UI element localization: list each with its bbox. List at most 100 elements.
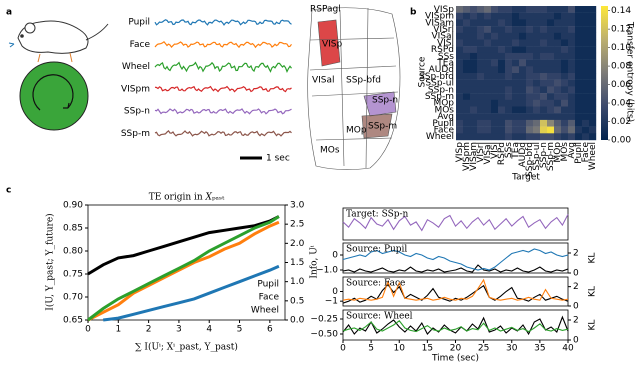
heatmap-cell <box>582 6 590 13</box>
heatmap-cell <box>491 73 499 80</box>
heatmap-cell <box>512 93 520 100</box>
heatmap-cell <box>456 126 464 134</box>
heatmap-cell <box>554 59 562 67</box>
heatmap-cell <box>491 52 499 60</box>
heatmap-cell <box>589 86 597 94</box>
heatmap-cell <box>540 73 548 80</box>
x-tick-label: 30 <box>506 344 518 354</box>
atlas-region-sspn <box>363 91 397 117</box>
heatmap-cell <box>547 126 555 134</box>
column-label: Wheel <box>588 142 598 170</box>
heatmap-cell <box>547 106 555 114</box>
colorbar <box>601 6 608 140</box>
heatmap-cell <box>554 126 562 134</box>
heatmap-cell <box>582 93 590 100</box>
heatmap-cell <box>568 86 576 94</box>
heatmap-cell <box>505 32 513 40</box>
heatmap-cell <box>463 66 471 74</box>
heatmap-cell <box>505 12 513 20</box>
heatmap-cell <box>470 6 478 13</box>
heatmap-cell <box>533 113 541 121</box>
column-label: VISam <box>469 142 479 171</box>
heatmap-cell <box>491 32 499 40</box>
heatmap-cell <box>526 73 534 80</box>
heatmap-cell <box>512 99 520 107</box>
heatmap-cell <box>463 39 471 47</box>
heatmap-cell <box>477 66 485 74</box>
y2-tick-label: 2.0 <box>290 239 305 249</box>
y-tick-label: 0.85 <box>63 224 83 234</box>
heatmap-cell <box>456 52 464 60</box>
heatmap-cell <box>568 46 576 54</box>
whisker <box>8 42 15 48</box>
heatmap-cell <box>533 59 541 67</box>
heatmap-cell <box>575 52 583 60</box>
heatmap-cell <box>463 86 471 94</box>
heatmap-cell <box>526 32 534 40</box>
heatmap-cell <box>484 133 492 141</box>
trace-label: Pupil <box>128 18 150 28</box>
heatmap-cell <box>470 73 478 80</box>
heatmap-cell <box>568 59 576 67</box>
heatmap-cell <box>561 79 569 87</box>
trace-label: Face <box>130 40 151 50</box>
heatmap-cell <box>463 126 471 134</box>
heatmap-cell <box>533 73 541 80</box>
colorbar-label: Transfer entropy (bits) <box>625 21 635 122</box>
heatmap-cell <box>519 79 527 87</box>
trace <box>154 108 292 115</box>
heatmap-cell <box>505 52 513 60</box>
heatmap-cell <box>477 133 485 141</box>
heatmap-cell <box>554 93 562 100</box>
row-label: VISam <box>425 18 454 28</box>
heatmap-cell <box>526 66 534 74</box>
heatmap-cell <box>575 113 583 121</box>
heatmap-cell <box>484 26 492 33</box>
mouse-eye <box>20 34 24 38</box>
y2-tick-label: 2.5 <box>290 220 304 230</box>
heatmap-cell <box>456 119 464 127</box>
heatmap-cell <box>547 113 555 121</box>
heatmap-cell <box>582 79 590 87</box>
heatmap-cell <box>540 79 548 87</box>
atlas-label: SSp-m <box>368 122 397 132</box>
data-line <box>342 264 569 273</box>
heatmap-cell <box>582 66 590 74</box>
heatmap-cell <box>533 79 541 87</box>
heatmap-cell <box>498 66 506 74</box>
heatmap-cell <box>526 46 534 54</box>
heatmap-cell <box>470 32 478 40</box>
y-tick-label: −0.50 <box>310 330 338 340</box>
data-line <box>342 214 569 232</box>
heatmap-cell <box>575 106 583 114</box>
heatmap-cell <box>589 93 597 100</box>
row-label: VISrl <box>433 25 454 35</box>
heatmap-cell <box>477 12 485 20</box>
row-label: VISp <box>434 5 455 15</box>
heatmap-cell <box>463 52 471 60</box>
heatmap-cell <box>498 113 506 121</box>
heatmap-cell <box>554 32 562 40</box>
heatmap-cell <box>547 79 555 87</box>
x-axis-label: Target <box>511 173 540 183</box>
heatmap-cell <box>484 66 492 74</box>
heatmap-cell <box>589 12 597 20</box>
heatmap-cell <box>512 26 520 33</box>
heatmap-cell <box>547 6 555 13</box>
heatmap-cell <box>547 12 555 20</box>
heatmap-cell <box>533 126 541 134</box>
heatmap-cell <box>582 126 590 134</box>
heatmap-cell <box>491 99 499 107</box>
heatmap-cell <box>589 46 597 54</box>
heatmap-cell <box>582 26 590 33</box>
heatmap-cell <box>484 119 492 127</box>
trace-label: SSp-m <box>121 129 150 139</box>
heatmap-cell <box>456 26 464 33</box>
heatmap-cell <box>554 99 562 107</box>
heatmap-cell <box>512 66 520 74</box>
heatmap-cell <box>540 39 548 47</box>
row-label: SSp-bfd <box>419 72 454 82</box>
trace <box>154 85 292 93</box>
heatmap-cell <box>575 119 583 127</box>
y2-tick-label: 2 <box>573 249 579 259</box>
